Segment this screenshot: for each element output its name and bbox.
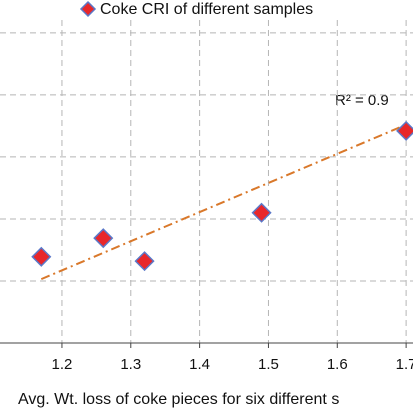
x-tick-label: 1.6 bbox=[327, 356, 348, 373]
x-tick-label: 1.4 bbox=[189, 356, 210, 373]
point bbox=[134, 251, 155, 272]
r-squared: R² = 0.9 bbox=[335, 92, 389, 109]
x-axis-title: Avg. Wt. loss of coke pieces for six dif… bbox=[18, 391, 339, 408]
x-tick-label: 1.2 bbox=[52, 356, 73, 373]
point bbox=[93, 228, 114, 249]
point bbox=[396, 120, 413, 141]
x-tick-label: 1.5 bbox=[258, 356, 279, 373]
legend-label: Coke CRI of different samples bbox=[100, 1, 313, 18]
x-tick-label: 1.3 bbox=[120, 356, 141, 373]
point bbox=[251, 202, 272, 223]
trendline bbox=[40, 123, 407, 281]
x-tick-label: 1.7 bbox=[396, 356, 413, 373]
legend-marker bbox=[79, 0, 97, 18]
point bbox=[31, 246, 52, 267]
